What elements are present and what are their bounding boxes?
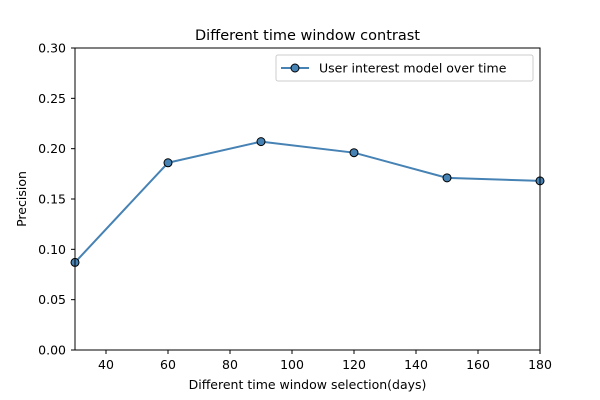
- x-tick-label: 80: [222, 357, 238, 372]
- x-axis-label: Different time window selection(days): [189, 377, 427, 392]
- data-point: [256, 137, 266, 147]
- y-axis-ticks: 0.00 0.05 0.10 0.15 0.20 0.25 0.30: [38, 41, 75, 358]
- plot-area-frame: [74, 47, 541, 351]
- y-tick-label: 0.15: [38, 192, 66, 207]
- y-tick-label: 0.30: [38, 41, 66, 56]
- legend-marker-sample: [290, 63, 300, 73]
- y-tick-label: 0.20: [38, 141, 66, 156]
- legend-label: User interest model over time: [319, 61, 507, 76]
- legend-frame: [275, 54, 534, 82]
- x-tick-label: 120: [342, 357, 366, 372]
- x-tick-label: 40: [98, 357, 114, 372]
- y-axis-label: Precision: [14, 171, 29, 227]
- y-tick-label: 0.10: [38, 242, 66, 257]
- y-tick-label: 0.05: [38, 292, 66, 307]
- data-point: [442, 173, 452, 183]
- x-tick-label: 140: [404, 357, 428, 372]
- y-tick-label: 0.25: [38, 91, 66, 106]
- data-point: [349, 148, 359, 158]
- x-tick-label: 100: [280, 357, 304, 372]
- chart-title: Different time window contrast: [195, 28, 420, 44]
- data-point: [163, 158, 173, 168]
- x-tick-label: 180: [528, 357, 552, 372]
- series-line: [74, 140, 541, 264]
- x-tick-label: 60: [160, 357, 176, 372]
- legend: User interest model over time: [275, 54, 534, 82]
- x-axis-ticks: 40 60 80 100 120 140 160 180: [98, 350, 552, 372]
- x-tick-label: 160: [466, 357, 490, 372]
- y-tick-label: 0.00: [38, 343, 66, 358]
